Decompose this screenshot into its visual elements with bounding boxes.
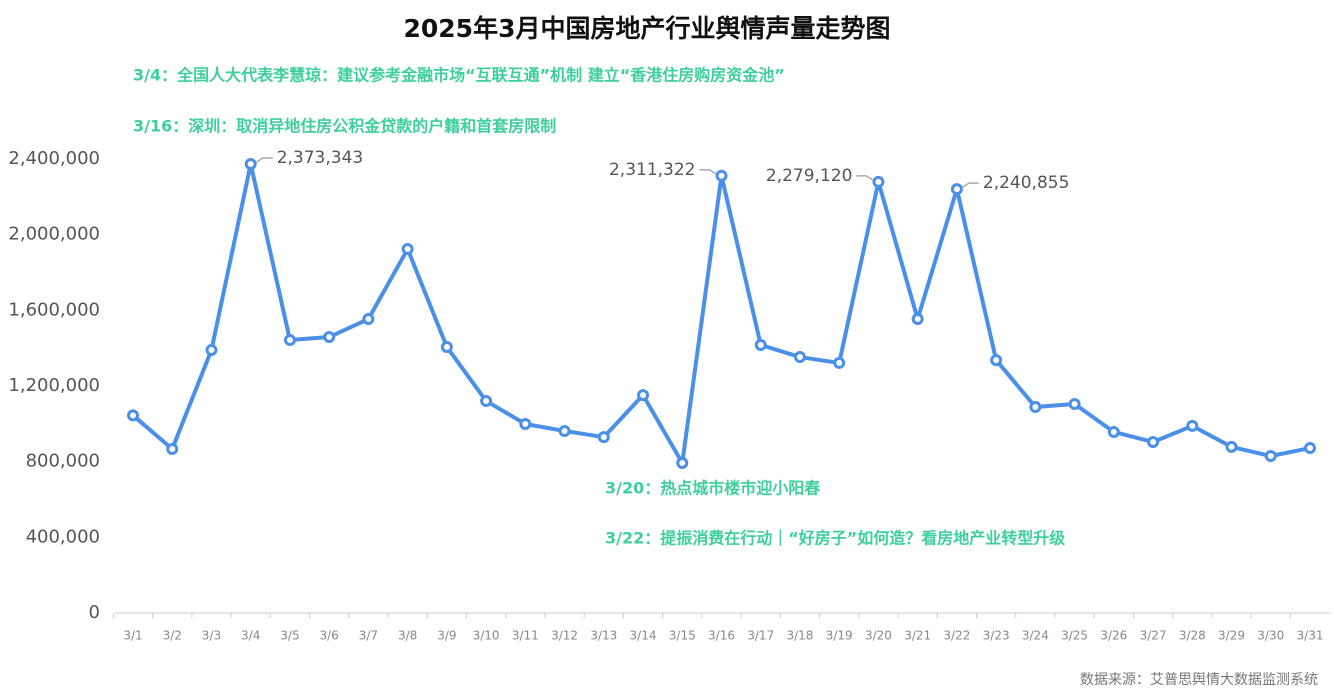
x-tick-label: 3/16 bbox=[708, 629, 735, 643]
x-tick-label: 3/29 bbox=[1218, 629, 1245, 643]
point bbox=[1304, 442, 1316, 455]
x-tick-label: 3/24 bbox=[1022, 629, 1049, 643]
x-tick-label: 3/19 bbox=[826, 629, 853, 643]
x-tick-label: 3/26 bbox=[1100, 629, 1127, 643]
data-label: 2,240,855 bbox=[983, 173, 1070, 193]
chart-title: 2025年3月中国房地产行业舆情声量走势图 bbox=[404, 14, 891, 43]
x-tick-label: 3/9 bbox=[437, 629, 456, 643]
point bbox=[1107, 425, 1120, 438]
point bbox=[283, 334, 296, 347]
y-tick-label: 1,200,000 bbox=[8, 375, 100, 396]
point bbox=[558, 425, 571, 438]
point bbox=[362, 313, 375, 326]
label-leader bbox=[856, 175, 873, 181]
point bbox=[637, 389, 650, 402]
point bbox=[990, 354, 1003, 367]
point bbox=[1264, 449, 1277, 462]
y-tick-label: 400,000 bbox=[26, 526, 100, 547]
label-leader bbox=[256, 157, 273, 163]
point bbox=[754, 338, 767, 351]
data-label: 2,279,120 bbox=[766, 166, 853, 186]
y-tick-label: 0 bbox=[89, 602, 100, 623]
point bbox=[1068, 397, 1081, 410]
x-tick-label: 3/12 bbox=[551, 629, 578, 643]
annotation: 3/16：深圳：取消异地住房公积金贷款的户籍和首套房限制 bbox=[133, 117, 556, 136]
x-tick-label: 3/1 bbox=[123, 629, 142, 643]
point bbox=[166, 442, 179, 455]
point bbox=[676, 456, 689, 469]
x-tick-label: 3/22 bbox=[943, 629, 970, 643]
x-tick-label: 3/23 bbox=[983, 629, 1010, 643]
x-tick-label: 3/3 bbox=[202, 629, 221, 643]
y-tick-label: 1,600,000 bbox=[8, 299, 100, 320]
point bbox=[911, 313, 924, 326]
label-leader bbox=[699, 169, 716, 175]
point bbox=[519, 418, 532, 431]
x-tick-label: 3/18 bbox=[786, 629, 813, 643]
point bbox=[401, 243, 414, 256]
annotation: 3/4：全国人大代表李慧琼：建议参考金融市场“互联互通”机制 建立“香港住房购房… bbox=[133, 66, 785, 85]
x-tick-label: 3/8 bbox=[398, 629, 417, 643]
point bbox=[1186, 419, 1199, 432]
point bbox=[950, 183, 963, 196]
data-label: 2,373,343 bbox=[277, 148, 364, 168]
x-tick-label: 3/4 bbox=[241, 629, 260, 643]
point bbox=[1225, 440, 1238, 453]
point bbox=[597, 431, 610, 444]
y-tick-label: 800,000 bbox=[26, 451, 100, 472]
x-tick-label: 3/11 bbox=[512, 629, 539, 643]
x-tick-label: 3/17 bbox=[747, 629, 774, 643]
x-tick-label: 3/27 bbox=[1140, 629, 1167, 643]
x-tick-label: 3/20 bbox=[865, 629, 892, 643]
point bbox=[872, 175, 885, 188]
point bbox=[440, 341, 453, 354]
x-tick-label: 3/2 bbox=[163, 629, 182, 643]
point bbox=[205, 344, 218, 357]
x-tick-label: 3/31 bbox=[1297, 629, 1324, 643]
x-tick-label: 3/25 bbox=[1061, 629, 1088, 643]
x-tick-label: 3/28 bbox=[1179, 629, 1206, 643]
y-tick-label: 2,400,000 bbox=[8, 148, 100, 169]
line bbox=[131, 162, 1311, 465]
point bbox=[793, 351, 806, 364]
x-tick-label: 3/7 bbox=[359, 629, 378, 643]
point bbox=[833, 356, 846, 369]
x-tick-label: 3/21 bbox=[904, 629, 931, 643]
point bbox=[1147, 435, 1160, 448]
x-tick-label: 3/13 bbox=[590, 629, 617, 643]
source-note: 数据来源：艾普思舆情大数据监测系统 bbox=[1080, 672, 1318, 688]
point bbox=[323, 331, 336, 344]
x-tick-label: 3/5 bbox=[280, 629, 299, 643]
annotation: 3/22：提振消费在行动｜“好房子”如何造？看房地产业转型升级 bbox=[605, 529, 1066, 548]
data-label: 2,311,322 bbox=[609, 160, 696, 180]
point bbox=[715, 169, 728, 182]
point bbox=[480, 394, 493, 407]
x-tick-label: 3/10 bbox=[473, 629, 500, 643]
x-tick-label: 3/30 bbox=[1257, 629, 1284, 643]
x-tick-label: 3/6 bbox=[320, 629, 339, 643]
annotation: 3/20：热点城市楼市迎小阳春 bbox=[605, 479, 821, 498]
x-tick-label: 3/14 bbox=[630, 629, 657, 643]
point bbox=[127, 409, 139, 422]
y-tick-label: 2,000,000 bbox=[8, 224, 100, 245]
point bbox=[1029, 400, 1042, 413]
label-leader bbox=[962, 182, 979, 188]
x-tick-label: 3/15 bbox=[669, 629, 696, 643]
point bbox=[244, 158, 257, 171]
